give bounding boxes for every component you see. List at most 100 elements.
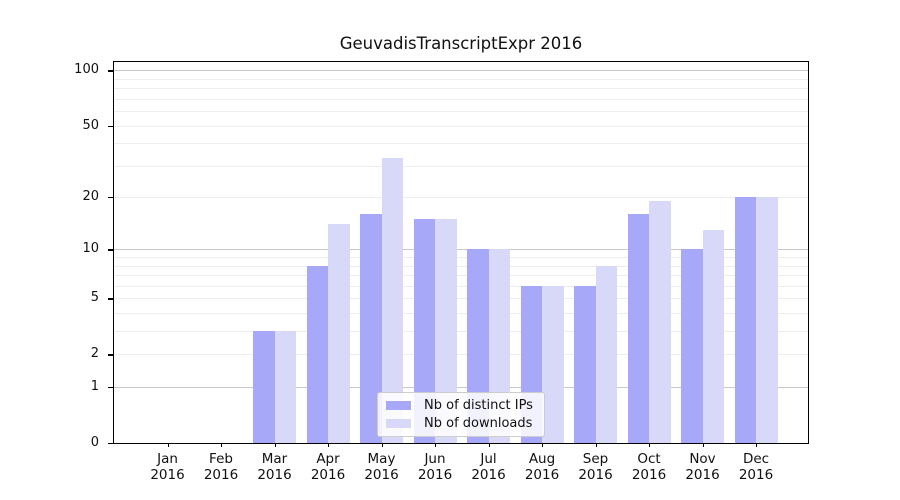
x-axis-month-label: Jul 2016 (457, 451, 521, 483)
x-label-year: 2016 (631, 467, 667, 483)
bar-downloads (595, 265, 617, 443)
legend-label: Nb of distinct IPs (424, 398, 533, 414)
bar-distinct-ips (681, 249, 703, 443)
x-axis-month-label: Oct 2016 (617, 451, 681, 483)
x-label-year: 2016 (203, 467, 239, 483)
bar-distinct-ips (627, 214, 649, 443)
x-label-month: Jun (424, 451, 446, 467)
x-label-year: 2016 (257, 467, 292, 483)
major-gridline (114, 387, 808, 389)
y-axis-tick-label: 20 (82, 189, 99, 205)
y-axis-tick (108, 197, 113, 199)
bar-downloads (756, 197, 778, 443)
minor-gridline (114, 285, 808, 287)
bar-downloads (435, 219, 457, 443)
minor-gridline (114, 88, 808, 90)
x-axis-tick (756, 443, 758, 447)
y-axis-tick-label: 50 (82, 117, 99, 133)
x-label-month: Jan (157, 451, 178, 467)
minor-gridline (114, 143, 808, 145)
y-axis-tick-label: 5 (90, 290, 99, 306)
x-label-year: 2016 (578, 467, 613, 483)
legend-label: Nb of downloads (424, 415, 533, 431)
minor-gridline (114, 125, 808, 127)
x-axis-tick (221, 443, 223, 447)
chart-title: GeuvadisTranscriptExpr 2016 (339, 34, 583, 53)
x-axis-tick (542, 443, 544, 447)
minor-gridline (114, 197, 808, 199)
x-label-month: Mar (261, 451, 288, 467)
y-axis-tick (108, 249, 113, 251)
x-axis-month-label: May 2016 (350, 451, 414, 483)
x-label-month: Aug (528, 451, 556, 467)
bar-distinct-ips (413, 219, 435, 443)
minor-gridline (114, 354, 808, 356)
x-axis-month-label: Nov 2016 (671, 451, 735, 483)
minor-gridline (114, 298, 808, 300)
minor-gridline (114, 111, 808, 113)
minor-gridline (114, 165, 808, 167)
x-label-month: Oct (637, 451, 661, 467)
y-axis-tick (108, 70, 113, 72)
bar-downloads (381, 158, 403, 443)
x-label-year: 2016 (150, 467, 185, 483)
bar-distinct-ips (253, 331, 275, 443)
minor-gridline (114, 313, 808, 315)
x-label-month: Apr (316, 451, 340, 467)
x-axis-month-label: Jun 2016 (403, 451, 467, 483)
y-axis-tick (108, 125, 113, 127)
x-axis-tick (435, 443, 437, 447)
bar-downloads (702, 229, 724, 443)
major-gridline (114, 70, 808, 72)
legend: Nb of distinct IPs Nb of downloads (377, 392, 545, 437)
bar-downloads (274, 331, 296, 443)
x-label-month: Feb (209, 451, 233, 467)
plot-area (113, 61, 809, 444)
x-axis-tick (381, 443, 383, 447)
minor-gridline (114, 98, 808, 100)
x-label-month: Jul (480, 451, 497, 467)
x-axis-tick (488, 443, 490, 447)
x-axis-tick (167, 443, 169, 447)
x-label-month: Dec (742, 451, 770, 467)
y-axis-tick (108, 387, 113, 389)
x-label-month: Nov (689, 451, 716, 467)
major-gridline (114, 249, 808, 251)
legend-swatch-distinct-ips (386, 401, 411, 411)
x-axis-month-label: Apr 2016 (296, 451, 360, 483)
x-label-year: 2016 (685, 467, 720, 483)
y-axis-tick-label: 10 (82, 241, 99, 257)
y-axis-tick (108, 354, 113, 356)
x-axis-month-label: Dec 2016 (724, 451, 788, 483)
bar-downloads (328, 224, 350, 443)
x-label-year: 2016 (524, 467, 560, 483)
bar-downloads (649, 201, 671, 443)
bar-downloads (542, 285, 564, 443)
y-axis-tick-label: 2 (90, 346, 99, 362)
x-label-year: 2016 (417, 467, 453, 483)
x-axis-tick (649, 443, 651, 447)
minor-gridline (114, 331, 808, 333)
bar-distinct-ips (574, 285, 596, 443)
x-label-year: 2016 (364, 467, 399, 483)
x-axis-month-label: Sep 2016 (564, 451, 628, 483)
x-label-month: Sep (582, 451, 609, 467)
x-label-year: 2016 (738, 467, 774, 483)
x-axis-month-label: Aug 2016 (510, 451, 574, 483)
y-axis-tick-label: 0 (90, 435, 99, 450)
bar-distinct-ips (734, 197, 756, 443)
y-axis-tick (108, 298, 113, 300)
x-label-year: 2016 (310, 467, 346, 483)
bar-distinct-ips (360, 214, 382, 443)
x-axis-tick (595, 443, 597, 447)
legend-item: Nb of downloads (386, 416, 536, 431)
x-axis-month-label: Jan 2016 (136, 451, 200, 483)
minor-gridline (114, 257, 808, 259)
x-label-month: May (367, 451, 396, 467)
legend-swatch-downloads (386, 418, 411, 428)
minor-gridline (114, 78, 808, 80)
x-axis-tick (328, 443, 330, 447)
x-label-year: 2016 (471, 467, 506, 483)
x-axis-tick (702, 443, 704, 447)
minor-gridline (114, 265, 808, 267)
